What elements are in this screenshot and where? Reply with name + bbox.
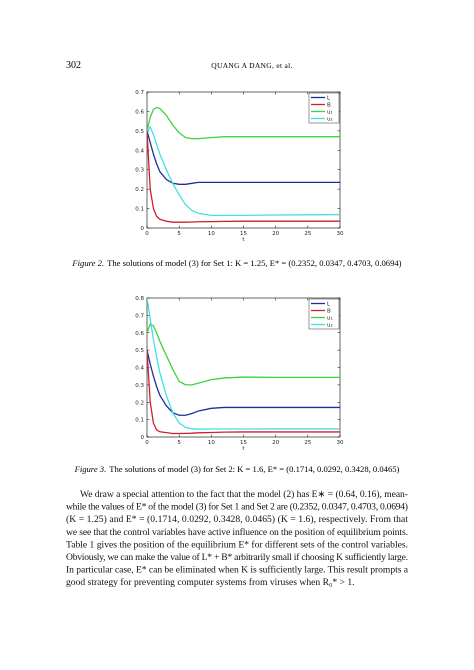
body-text-line: good strategy for preventing computer sy…	[66, 577, 355, 588]
x-tick-label: 20	[272, 440, 279, 446]
x-axis-label: t	[242, 446, 245, 452]
x-tick-label: 20	[272, 231, 279, 237]
legend-label: u₁	[327, 316, 333, 322]
x-tick-label: 0	[145, 440, 149, 446]
body-text-line: In particular case, E* can be eliminated…	[66, 565, 409, 576]
legend-label: u₂	[327, 323, 333, 329]
figure-label: Figure 3.	[74, 464, 107, 474]
x-tick-label: 15	[240, 440, 247, 446]
body-text-line: we see that the control variables have a…	[66, 527, 408, 538]
series-line	[147, 130, 340, 185]
figure-caption: Figure 3. The solutions of model (3) for …	[74, 464, 400, 474]
body-text-line: (K = 1.25) and E* = (0.1714, 0.0292, 0.3…	[66, 514, 408, 525]
x-axis-label: t	[242, 237, 245, 243]
x-tick-label: 10	[208, 440, 215, 446]
y-tick-label: 0.5	[135, 129, 144, 135]
series-line	[147, 106, 340, 140]
y-tick-label: 0.4	[135, 366, 144, 372]
legend-label: L	[327, 96, 331, 102]
x-tick-label: 25	[304, 231, 311, 237]
y-tick-label: 0.3	[135, 383, 144, 389]
x-tick-label: 15	[240, 231, 247, 237]
y-tick-label: 0.6	[135, 331, 144, 337]
y-tick-label: 0.8	[135, 296, 144, 302]
series-line	[147, 125, 340, 217]
legend-label: u₂	[327, 117, 333, 123]
y-tick-label: 0	[141, 226, 145, 232]
x-tick-label: 25	[304, 440, 311, 446]
series-line	[147, 298, 340, 430]
series-line	[147, 349, 340, 416]
y-tick-label: 0.1	[135, 207, 144, 213]
body-text-line: We draw a special attention to the fact …	[80, 489, 408, 500]
running-title: QUANG A DANG, et al.	[211, 61, 292, 70]
y-tick-label: 0.3	[135, 168, 144, 174]
body-text-line: Obviously, we can make the value of L* +…	[66, 552, 408, 563]
y-tick-label: 0.6	[135, 109, 144, 115]
legend-label: B	[327, 103, 331, 109]
x-tick-label: 0	[145, 231, 149, 237]
x-tick-label: 5	[177, 231, 181, 237]
x-tick-label: 5	[177, 440, 181, 446]
y-tick-label: 0.2	[135, 400, 144, 406]
caption-text: The solutions of model (3) for Set 2: K …	[109, 464, 399, 474]
y-tick-label: 0.7	[135, 90, 144, 96]
caption-text: The solutions of model (3) for Set 1: K …	[107, 258, 402, 268]
body-text-line: while the values of E* of the model (3) …	[66, 502, 408, 513]
y-tick-label: 0.5	[135, 348, 144, 354]
legend-label: L	[327, 302, 331, 308]
figure-label: Figure 2.	[71, 258, 104, 268]
legend-label: B	[327, 309, 331, 315]
series-line	[147, 130, 340, 223]
plot-area	[146, 297, 341, 438]
y-tick-label: 0	[141, 435, 145, 441]
y-tick-label: 0.1	[135, 418, 144, 424]
plot-area	[146, 91, 341, 229]
y-tick-label: 0.4	[135, 148, 144, 154]
x-tick-label: 30	[337, 440, 344, 446]
page-number: 302	[66, 60, 81, 71]
x-tick-label: 30	[337, 231, 344, 237]
y-tick-label: 0.2	[135, 187, 144, 193]
x-tick-label: 10	[208, 231, 215, 237]
y-tick-label: 0.7	[135, 313, 144, 319]
legend-label: u₁	[327, 110, 333, 116]
series-line	[147, 323, 340, 386]
body-text-line: Table 1 gives the position of the equili…	[66, 539, 408, 550]
series-line	[147, 350, 340, 435]
figure-caption: Figure 2. The solutions of model (3) for …	[71, 258, 401, 268]
